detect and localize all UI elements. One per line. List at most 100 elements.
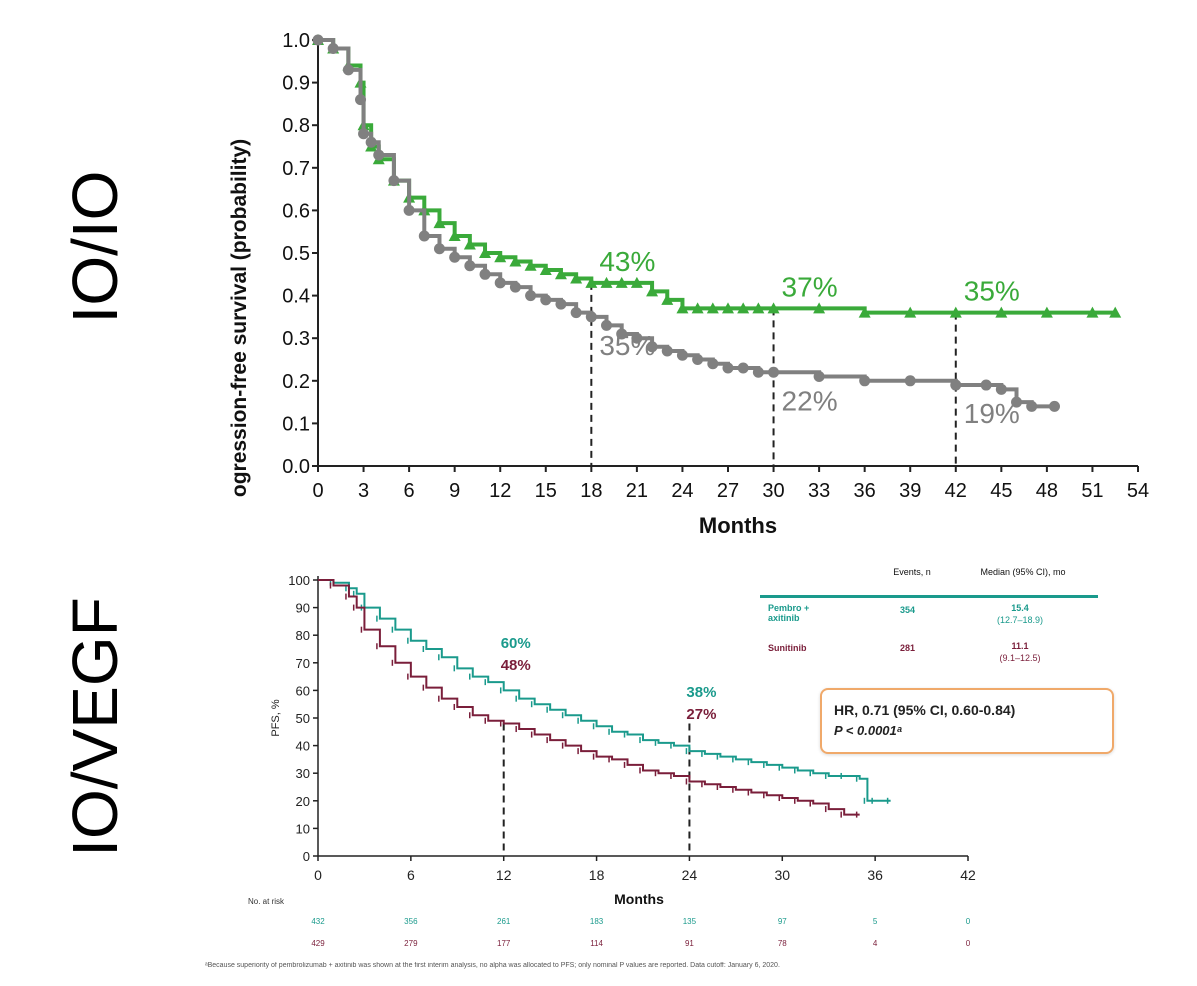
top-series-green-marker <box>479 247 492 258</box>
top-series-green-marker <box>722 302 734 314</box>
bottom-x-tick-label: 18 <box>589 867 605 883</box>
top-x-tick-label: 42 <box>945 480 967 502</box>
at-risk-value: 183 <box>590 917 604 926</box>
top-x-tick-label: 0 <box>312 480 323 502</box>
bottom-annotation-teal: 38% <box>686 684 716 701</box>
top-x-tick-label: 45 <box>990 480 1012 502</box>
top-series-green-marker <box>904 306 917 318</box>
arm-pembro: Pembro + axitinib <box>768 603 810 623</box>
top-series-gray-marker <box>692 354 704 365</box>
at-risk-value: 177 <box>497 939 511 948</box>
top-annotation-gray: 22% <box>782 385 838 416</box>
top-series-gray-marker <box>464 260 476 272</box>
bottom-y-tick-label: 10 <box>296 821 310 836</box>
top-x-tick-label: 9 <box>449 480 460 502</box>
top-y-tick-label: 0.4 <box>282 286 310 308</box>
top-y-tick-label: 0.7 <box>282 158 310 180</box>
footnote: ᵃBecause superiority of pembrolizumab + … <box>205 962 780 969</box>
table-rule <box>760 595 1098 598</box>
top-series-green-marker <box>524 259 537 271</box>
ci-pembro: (12.7–18.9) <box>996 615 1044 625</box>
at-risk-value: 356 <box>404 917 418 926</box>
top-series-gray-marker <box>388 175 400 187</box>
top-series-gray-marker <box>616 328 628 340</box>
bottom-y-tick-label: 20 <box>296 794 310 809</box>
bottom-y-tick-label: 0 <box>303 849 310 864</box>
top-series-gray-marker <box>631 332 643 344</box>
top-y-tick-label: 0.9 <box>282 73 310 95</box>
top-x-tick-label: 33 <box>808 480 830 502</box>
top-annotation-green: 37% <box>782 271 838 302</box>
bottom-y-tick-label: 60 <box>296 683 310 698</box>
top-series-gray-marker <box>1011 396 1023 408</box>
bottom-y-tick-label: 90 <box>296 601 310 616</box>
top-y-axis-label: ogression-free survival (probability) <box>228 139 251 497</box>
top-x-tick-label: 27 <box>717 480 739 502</box>
at-risk-value: 432 <box>311 917 325 926</box>
top-series-gray-marker <box>449 251 461 263</box>
at-risk-value: 0 <box>966 917 971 926</box>
bottom-annotation-teal: 60% <box>501 635 531 652</box>
at-risk-value: 78 <box>778 939 787 948</box>
top-series-gray-line <box>318 38 1055 409</box>
top-x-tick-label: 51 <box>1081 480 1103 502</box>
arm-sunitinib: Sunitinib <box>768 643 807 653</box>
top-series-gray-marker <box>995 383 1007 395</box>
top-y-tick-label: 0.5 <box>282 243 310 265</box>
top-series-gray-marker <box>676 349 688 361</box>
top-y-tick-label: 0.8 <box>282 115 310 137</box>
top-x-tick-label: 3 <box>358 480 369 502</box>
top-annotation-gray: 19% <box>964 398 1020 429</box>
top-x-tick-label: 48 <box>1036 480 1058 502</box>
top-x-tick-label: 30 <box>762 480 784 502</box>
top-series-gray-marker <box>601 319 613 331</box>
top-series-gray-marker <box>312 34 324 46</box>
at-risk-value: 429 <box>311 939 325 948</box>
top-series-green-marker <box>585 276 598 288</box>
at-risk-value: 261 <box>497 917 511 926</box>
bottom-y-tick-label: 70 <box>296 656 310 671</box>
top-series-gray-marker <box>509 281 521 293</box>
top-series-gray-marker <box>555 298 567 310</box>
top-series-gray-marker <box>494 277 506 289</box>
top-x-tick-label: 6 <box>404 480 415 502</box>
bottom-x-tick-label: 6 <box>407 867 415 883</box>
ci-sunitinib: (9.1–12.5) <box>999 653 1041 663</box>
median-header: Median (95% CI), mo <box>980 567 1066 577</box>
events-table: Events, n Median (95% CI), mo Pembro + a… <box>760 563 1100 673</box>
top-series-green-marker <box>949 306 962 318</box>
top-y-tick-label: 0.6 <box>282 200 310 222</box>
top-series-gray-marker <box>813 371 825 383</box>
top-series-green-marker <box>630 276 643 288</box>
at-risk-value: 0 <box>966 939 971 948</box>
top-x-tick-label: 18 <box>580 480 602 502</box>
top-series-green-marker <box>448 229 461 241</box>
top-chart: 0.00.10.20.30.40.50.60.70.80.91.00 3 6 9 12 1… <box>228 30 1149 538</box>
top-x-axis-label: Months <box>699 513 777 538</box>
top-x-tick-label: 24 <box>671 480 693 502</box>
top-series-gray-marker <box>859 375 871 387</box>
top-series-green-marker <box>554 268 567 280</box>
at-risk-value: 91 <box>685 939 694 948</box>
top-series-gray-marker <box>358 128 370 140</box>
top-y-tick-label: 0.3 <box>282 328 310 350</box>
top-series-green-marker <box>858 306 871 318</box>
bottom-series-teal-line <box>318 579 891 802</box>
at-risk-value: 279 <box>404 939 418 948</box>
top-y-tick-label: 0.0 <box>282 456 310 478</box>
top-series-green-marker <box>661 293 674 305</box>
at-risk-value: 97 <box>778 917 787 926</box>
bottom-x-tick-label: 42 <box>960 867 976 883</box>
top-series-gray-marker <box>342 64 354 76</box>
top-series-green-marker <box>615 276 628 288</box>
events-pembro: 354 <box>900 605 916 615</box>
top-x-tick-label: 12 <box>489 480 511 502</box>
top-series-gray-marker <box>540 294 552 306</box>
top-series-green-marker <box>752 302 765 314</box>
top-series-green-marker <box>509 255 522 267</box>
top-series-gray-marker <box>570 307 582 319</box>
top-series-gray-marker <box>722 362 734 374</box>
bottom-x-tick-label: 36 <box>867 867 883 883</box>
bottom-series-maroon-line <box>318 579 860 816</box>
